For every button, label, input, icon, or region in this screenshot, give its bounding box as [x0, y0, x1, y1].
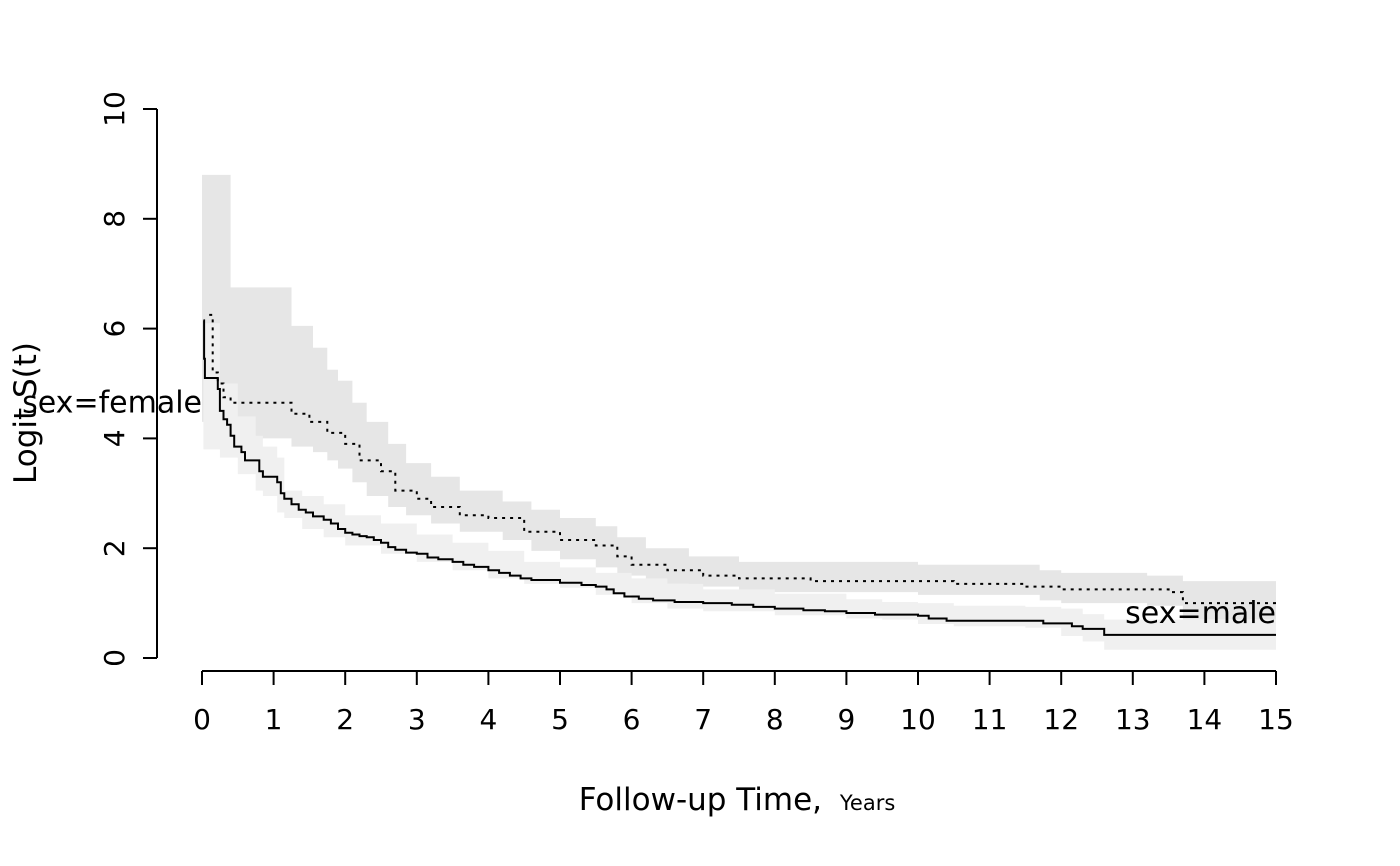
x-tick-label: 12 [1043, 703, 1079, 736]
x-tick-label: 10 [900, 703, 936, 736]
y-tick-label: 2 [98, 539, 131, 557]
x-tick-label: 13 [1115, 703, 1151, 736]
y-tick-label: 10 [98, 91, 131, 127]
x-tick-label: 2 [336, 703, 354, 736]
x-tick-label: 3 [408, 703, 426, 736]
series-label-sex-male: sex=male [1125, 596, 1276, 631]
x-tick-label: 7 [694, 703, 712, 736]
confidence-band-sex-male [203, 323, 1276, 650]
x-tick-label: 14 [1187, 703, 1223, 736]
series-labels: sex=female sex=male [22, 386, 1276, 631]
x-axis: 0 1 2 3 4 5 6 7 8 9 10 11 12 13 14 15 [193, 670, 1294, 736]
series-line-sex-male [203, 319, 1276, 636]
confidence-bands [202, 174, 1276, 650]
y-tick-label: 8 [98, 210, 131, 228]
x-tick-label: 8 [766, 703, 784, 736]
y-tick-label: 0 [98, 649, 131, 667]
y-tick-label: 4 [98, 429, 131, 447]
survival-step-lines [203, 313, 1276, 636]
x-axis-title-main: Follow-up Time, [579, 782, 822, 818]
y-axis-title: Logit S(t) [8, 342, 44, 484]
x-tick-label: 6 [623, 703, 641, 736]
confidence-band-sex-female [202, 174, 1276, 620]
x-tick-label: 0 [193, 703, 211, 736]
x-tick-label: 1 [265, 703, 283, 736]
x-tick-label: 4 [479, 703, 497, 736]
x-axis-title: Follow-up Time, Years [579, 782, 896, 818]
y-tick-label: 6 [98, 320, 131, 338]
y-axis: 0 2 4 6 8 10 [98, 91, 158, 667]
x-tick-label: 9 [837, 703, 855, 736]
series-line-sex-female [209, 313, 1276, 605]
x-axis-title-unit: Years [839, 791, 895, 815]
x-tick-label: 11 [972, 703, 1008, 736]
x-tick-label: 5 [551, 703, 569, 736]
series-label-sex-female: sex=female [22, 386, 202, 421]
x-tick-label: 15 [1258, 703, 1294, 736]
